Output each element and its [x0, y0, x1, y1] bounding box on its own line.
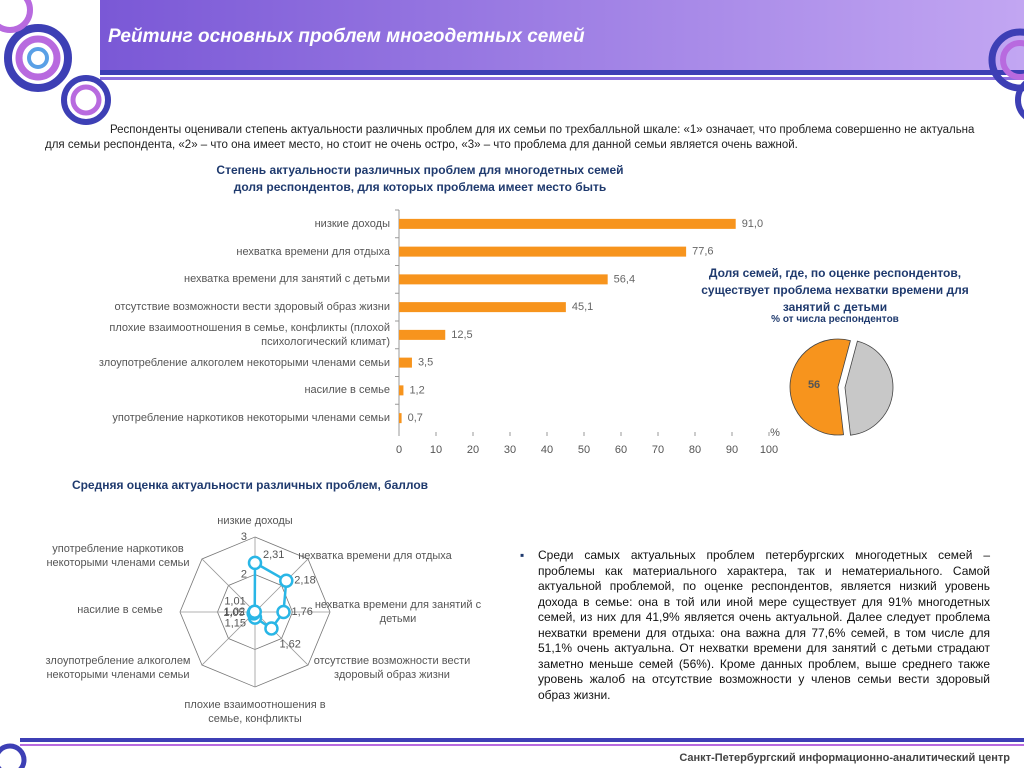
footer-stripe [20, 744, 1024, 746]
value-label: 1,62 [279, 638, 300, 650]
radar-point [279, 573, 294, 588]
x-tick-label: 80 [689, 444, 701, 456]
category-label: злоупотребление алкоголем некоторыми чле… [45, 655, 191, 681]
bar [399, 246, 687, 257]
x-tick-label: 40 [541, 444, 553, 456]
y-tick-label: употребление наркотиков некоторыми члена… [112, 412, 390, 425]
bar [399, 385, 404, 396]
bar [399, 413, 402, 424]
radar-point [247, 555, 263, 571]
chart-title: Степень актуальности различных проблем д… [216, 163, 624, 177]
x-tick-label: 70 [652, 444, 664, 456]
chart-title: Средняя оценка актуальности различных пр… [71, 478, 429, 492]
value-label: 1,76 [292, 606, 313, 618]
value-label: 0,7 [408, 412, 423, 424]
footer-stripe [20, 738, 1024, 742]
bar [399, 302, 566, 313]
category-label: низкие доходы [217, 515, 293, 527]
note-text: Среди самых актуальных проблем петербург… [538, 548, 990, 702]
value-label: 1,01 [224, 596, 245, 608]
bar [399, 218, 736, 229]
x-axis-label: % [770, 427, 780, 439]
x-tick-label: 50 [578, 444, 590, 456]
y-tick-label: плохие взаимоотношения в семье, конфликт… [109, 321, 390, 348]
value-label: 1,15 [225, 618, 246, 630]
bar [399, 357, 412, 368]
x-tick-label: 10 [430, 444, 442, 456]
header-stripe [100, 70, 1024, 75]
y-tick-label: нехватка времени для занятий с детьми [184, 273, 390, 286]
value-label: 45,1 [572, 301, 593, 313]
bar [399, 329, 446, 340]
radial-axis [254, 611, 309, 666]
intro: Респонденты оценивали степень актуальнос… [45, 124, 975, 151]
footer: Санкт-Петербургский информационно-аналит… [679, 752, 1010, 764]
category-label: употребление наркотиков некоторыми члена… [46, 543, 190, 569]
title: Рейтинг основных проблем многодетных сем… [108, 26, 585, 47]
category-label: насилие в семье [77, 604, 163, 616]
pie-slice [789, 338, 851, 436]
r-tick-label: 2 [241, 568, 247, 580]
bullet: ▪ [520, 548, 525, 562]
value-label: 56,4 [614, 273, 635, 285]
radial-axis [201, 611, 256, 666]
y-tick-label: отсутствие возможности вести здоровый об… [114, 301, 390, 314]
value-label: 91,0 [742, 218, 763, 230]
x-tick-label: 90 [726, 444, 738, 456]
x-tick-label: 30 [504, 444, 516, 456]
header-band [100, 0, 1024, 70]
x-tick-label: 100 [760, 444, 778, 456]
value-label: 56 [808, 379, 820, 391]
chart-title: Доля семей, где, по оценке респондентов,… [701, 266, 969, 314]
value-label: 3,5 [418, 357, 433, 369]
header-stripe [100, 77, 1024, 80]
note: ▪ Среди самых актуальных проблем петербур… [520, 548, 990, 703]
y-tick-label: насилие в семье [304, 384, 390, 397]
category-label: отсутствие возможности вести здоровый об… [313, 655, 471, 681]
radial-axis [201, 558, 256, 613]
y-tick-label: нехватка времени для отдыха [236, 245, 390, 258]
value-label: 1,02 [224, 606, 245, 618]
category-label: нехватка времени для отдыха [298, 550, 452, 562]
chart-subtitle: доля респондентов, для которых проблема … [233, 180, 607, 194]
value-label: 1,05 [223, 607, 244, 619]
value-label: 1,2 [409, 384, 424, 396]
value-label: 2,31 [263, 549, 284, 561]
radar-point [264, 621, 279, 636]
y-tick-label: низкие доходы [314, 217, 390, 230]
radar-point [276, 604, 291, 620]
value-label: 12,5 [451, 329, 472, 341]
value-label: 77,6 [692, 246, 713, 258]
x-tick-label: 20 [467, 444, 479, 456]
radar-point [247, 604, 262, 619]
x-tick-label: 60 [615, 444, 627, 456]
pie-slice [844, 340, 894, 436]
y-tick-label: злоупотребление алкоголем некоторыми чле… [98, 356, 390, 369]
bar [399, 274, 608, 285]
category-label: плохие взаимоотношения в семье, конфликт… [184, 699, 326, 725]
chart-subtitle: % от числа респондентов [771, 314, 899, 325]
x-tick-label: 0 [396, 444, 402, 456]
category-label: нехватка времени для занятий с детьми [314, 599, 482, 625]
r-tick-label: 3 [241, 531, 247, 543]
value-label: 2,18 [294, 575, 315, 587]
